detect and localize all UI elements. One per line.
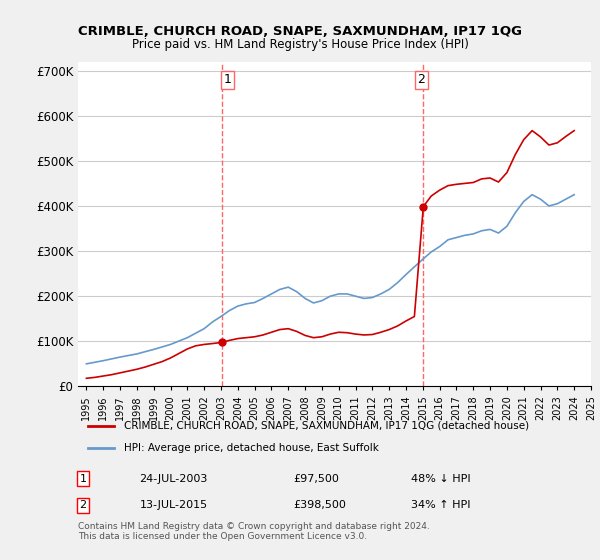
- Text: 48% ↓ HPI: 48% ↓ HPI: [412, 474, 471, 484]
- Text: 1: 1: [80, 474, 86, 484]
- Text: Contains HM Land Registry data © Crown copyright and database right 2024.
This d: Contains HM Land Registry data © Crown c…: [78, 522, 430, 542]
- Text: £398,500: £398,500: [293, 501, 346, 510]
- Text: CRIMBLE, CHURCH ROAD, SNAPE, SAXMUNDHAM, IP17 1QG (detached house): CRIMBLE, CHURCH ROAD, SNAPE, SAXMUNDHAM,…: [124, 421, 529, 431]
- Text: CRIMBLE, CHURCH ROAD, SNAPE, SAXMUNDHAM, IP17 1QG: CRIMBLE, CHURCH ROAD, SNAPE, SAXMUNDHAM,…: [78, 25, 522, 38]
- Text: £97,500: £97,500: [293, 474, 340, 484]
- Text: 2: 2: [417, 73, 425, 86]
- Text: 24-JUL-2003: 24-JUL-2003: [140, 474, 208, 484]
- Text: 13-JUL-2015: 13-JUL-2015: [140, 501, 208, 510]
- Text: Price paid vs. HM Land Registry's House Price Index (HPI): Price paid vs. HM Land Registry's House …: [131, 38, 469, 51]
- Text: HPI: Average price, detached house, East Suffolk: HPI: Average price, detached house, East…: [124, 443, 379, 453]
- Text: 1: 1: [224, 73, 232, 86]
- Text: 2: 2: [80, 501, 86, 510]
- Text: 34% ↑ HPI: 34% ↑ HPI: [412, 501, 471, 510]
